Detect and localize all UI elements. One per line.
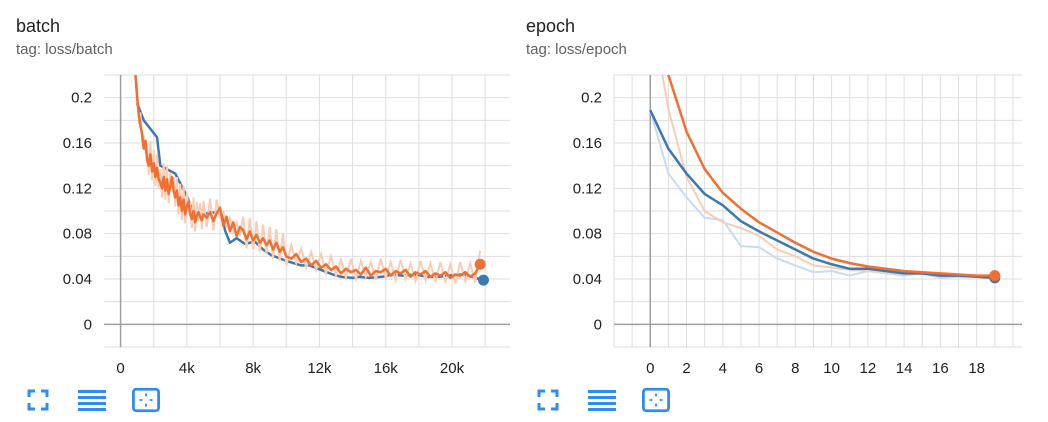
fullscreen-icon	[537, 389, 559, 411]
fit-domain-icon	[132, 387, 160, 413]
series-end-point[interactable]	[474, 258, 486, 270]
fullscreen-icon	[27, 389, 49, 411]
series-group	[134, 75, 484, 286]
chart-toolbar	[24, 386, 160, 414]
x-tick-label: 8k	[245, 360, 261, 377]
y-tick-label: 0.04	[573, 271, 602, 288]
x-tick-label: 2	[682, 360, 690, 377]
x-tick-label: 16	[932, 360, 949, 377]
x-tick-label: 4k	[179, 360, 195, 377]
y-tick-label: 0.16	[573, 135, 602, 152]
x-tick-label: 14	[896, 360, 913, 377]
series-end-point[interactable]	[989, 270, 1001, 282]
chart-tag: tag: loss/batch	[16, 41, 113, 58]
toggle-log-scale-icon	[588, 390, 616, 411]
y-tick-label: 0.08	[63, 226, 92, 243]
series-group	[649, 75, 995, 280]
series-raw-line	[661, 75, 995, 277]
chart-title: epoch	[526, 16, 576, 36]
fit-domain-button[interactable]	[132, 386, 160, 414]
y-tick-label: 0.2	[71, 90, 92, 107]
chart-plot-epoch[interactable]: 0 0.04 0.08 0.12 0.16 0.2 0 2 4 6 8 10 12 14 16 18	[510, 0, 1040, 380]
chart-card-epoch: epoch tag: loss/epoch 0 0.04 0.08 0.12 0.16 0…	[510, 0, 1022, 422]
y-tick-label: 0.2	[581, 90, 602, 107]
series-line	[649, 109, 995, 280]
toggle-log-scale-button[interactable]	[588, 386, 616, 414]
x-tick-label: 12	[860, 360, 877, 377]
x-tick-label: 20k	[440, 360, 465, 377]
series-line	[134, 75, 482, 280]
y-tick-label: 0	[84, 316, 92, 333]
x-tick-label: 8	[791, 360, 799, 377]
toggle-log-scale-button[interactable]	[78, 386, 106, 414]
x-tick-label: 16k	[374, 360, 399, 377]
series-raw-line	[649, 109, 995, 279]
y-tick-label: 0.16	[63, 135, 92, 152]
x-tick-label: 0	[116, 360, 124, 377]
series-end-point[interactable]	[477, 274, 489, 286]
series-line	[667, 75, 995, 277]
chart-tag: tag: loss/epoch	[526, 41, 627, 58]
fullscreen-button[interactable]	[24, 386, 52, 414]
fit-domain-button[interactable]	[642, 386, 670, 414]
chart-card-batch: batch tag: loss/batch 0 0.04 0.08 0.12 0.16 0…	[0, 0, 510, 422]
chart-plot-batch[interactable]: 0 0.04 0.08 0.12 0.16 0.2 0 4k 8k 12k 16k 20k	[0, 0, 510, 380]
fit-domain-icon	[642, 387, 670, 413]
y-tick-label: 0.08	[573, 226, 602, 243]
x-tick-label: 12k	[307, 360, 332, 377]
y-tick-label: 0.04	[63, 271, 92, 288]
y-tick-label: 0.12	[63, 180, 92, 197]
x-tick-label: 6	[755, 360, 763, 377]
toggle-log-scale-icon	[78, 390, 106, 411]
chart-toolbar	[534, 386, 670, 414]
y-tick-label: 0.12	[573, 180, 602, 197]
grid	[104, 74, 510, 348]
y-tick-label: 0	[594, 316, 602, 333]
chart-title: batch	[16, 16, 61, 36]
x-tick-label: 4	[719, 360, 727, 377]
x-tick-label: 0	[646, 360, 654, 377]
grid	[613, 74, 1022, 348]
x-tick-label: 10	[823, 360, 840, 377]
x-tick-label: 18	[968, 360, 985, 377]
fullscreen-button[interactable]	[534, 386, 562, 414]
